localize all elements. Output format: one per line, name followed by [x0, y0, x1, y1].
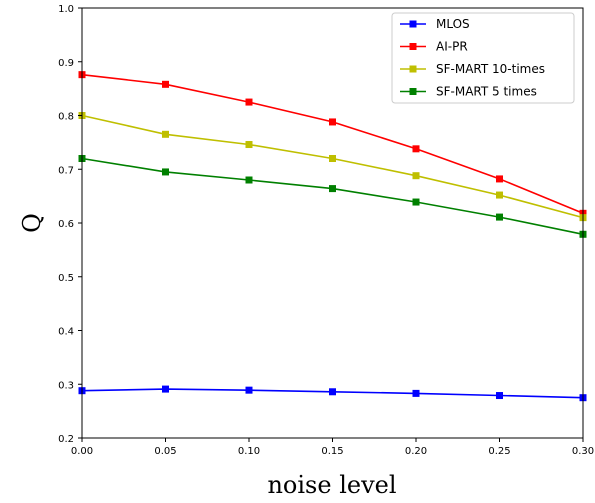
y-tick-label: 0.4 — [58, 327, 74, 338]
legend-label: SF-MART 10-times — [436, 62, 545, 76]
axis-ticks: 0.00 0.05 0.10 0.15 0.20 0.25 0.30 0.2 0.3 0.4 0.5… — [58, 4, 594, 457]
x-tick-label: 0.25 — [488, 446, 510, 457]
data-point — [329, 185, 336, 193]
x-axis-title: noise level — [267, 471, 396, 499]
legend-label: AI-PR — [436, 40, 468, 54]
y-tick-label: 0.2 — [58, 434, 74, 445]
data-point — [162, 80, 169, 88]
y-tick-label: 0.6 — [58, 219, 74, 230]
x-tick-label: 0.05 — [154, 446, 176, 457]
y-tick-label: 0.9 — [58, 58, 74, 69]
data-point — [496, 213, 503, 221]
data-point — [329, 155, 336, 162]
y-tick-label: 1.0 — [58, 4, 74, 15]
series-line-3 — [81, 157, 584, 236]
data-point — [496, 175, 503, 183]
data-point — [412, 389, 420, 397]
data-point — [412, 198, 420, 206]
plot-area — [78, 71, 587, 402]
y-tick-label: 0.8 — [58, 112, 74, 123]
legend-swatch-marker — [409, 65, 417, 73]
legend-swatch-marker — [409, 43, 417, 50]
data-point — [496, 191, 503, 199]
data-point — [412, 172, 420, 180]
data-point — [162, 385, 169, 393]
legend-label: MLOS — [436, 17, 470, 31]
x-tick-label: 0.10 — [238, 446, 260, 457]
data-point — [329, 388, 336, 396]
y-tick-label: 0.5 — [58, 273, 74, 284]
data-point — [162, 168, 169, 176]
legend-label: SF-MART 5 times — [436, 85, 537, 99]
data-point — [496, 392, 503, 400]
data-point — [162, 130, 169, 138]
y-tick-label: 0.7 — [58, 165, 74, 176]
data-point — [245, 386, 253, 394]
legend-box — [391, 12, 575, 104]
legend-swatch-marker — [409, 88, 417, 95]
legend-swatch-marker — [409, 20, 417, 28]
data-point — [329, 118, 336, 126]
data-point — [412, 145, 420, 153]
y-axis-title: Q — [18, 213, 46, 233]
x-tick-label: 0.30 — [572, 446, 594, 457]
data-point — [245, 98, 253, 106]
legend: MLOS AI-PR SF-MART 10-times SF-MART 5 times — [391, 12, 575, 104]
data-point — [245, 176, 253, 184]
x-tick-label: 0.00 — [71, 446, 93, 457]
y-tick-label: 0.3 — [58, 380, 74, 391]
data-point — [245, 141, 253, 149]
series-line-2 — [81, 114, 584, 219]
x-tick-label: 0.15 — [321, 446, 343, 457]
x-tick-label: 0.20 — [405, 446, 427, 457]
